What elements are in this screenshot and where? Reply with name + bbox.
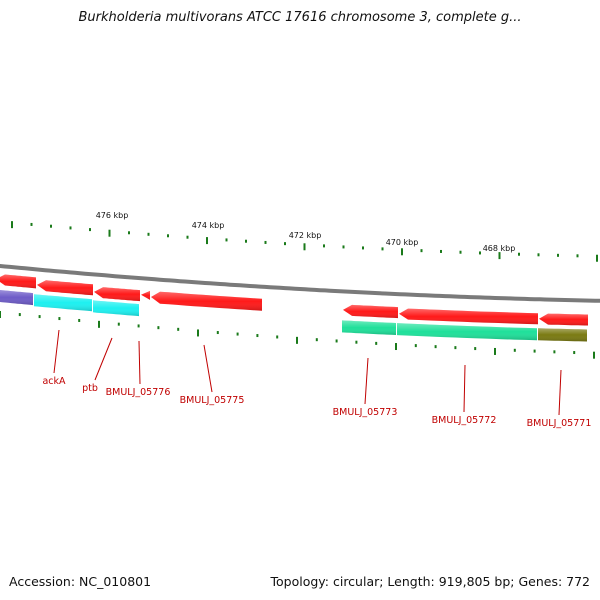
gene-labels: ackA ptb BMULJ_05776 BMULJ_05775 BMULJ_05773… [42, 329, 592, 429]
gene-leader-line [94, 337, 113, 381]
gene-label[interactable]: ackA [42, 376, 66, 387]
gene-label[interactable]: BMULJ_05771 [527, 418, 592, 429]
kbp-label: 470 kbp [386, 238, 419, 247]
gene-shading [34, 294, 92, 312]
gene-leader-line [138, 340, 141, 385]
gene-leader-line [203, 344, 213, 393]
gene-label[interactable]: BMULJ_05773 [333, 407, 398, 418]
kbp-label: 476 kbp [96, 211, 129, 220]
gene-leader-line [364, 357, 369, 405]
outer-tick-marks [11, 221, 598, 262]
kbp-labels: 476 kbp 474 kbp 472 kbp 470 kbp 468 kbp [96, 211, 516, 253]
kbp-label: 468 kbp [483, 244, 516, 253]
chromosome-backbone [0, 263, 600, 303]
gene-shading [0, 274, 36, 289]
gene-label[interactable]: BMULJ_05772 [432, 415, 497, 426]
gene-leader-line [558, 369, 562, 416]
gene-shading [399, 308, 538, 325]
genome-summary-text: Topology: circular; Length: 919,805 bp; … [270, 574, 591, 589]
gene-shading [37, 280, 93, 296]
gene-leader-line [463, 364, 466, 413]
kbp-label: 472 kbp [289, 231, 322, 240]
gene-features [0, 274, 588, 342]
kbp-label: 474 kbp [192, 221, 225, 230]
gene-shading [538, 328, 587, 342]
gene-shading [151, 291, 262, 311]
gene-label[interactable]: BMULJ_05776 [106, 387, 171, 398]
gene-leader-line [53, 329, 60, 374]
map-title: Burkholderia multivorans ATCC 17616 chro… [78, 10, 522, 25]
gene-shading [539, 313, 588, 326]
gene-shading [93, 300, 139, 317]
gene-shading [343, 304, 398, 319]
gene-shading [0, 289, 33, 306]
gene-label[interactable]: BMULJ_05775 [180, 395, 245, 406]
gene-shading [94, 287, 140, 302]
accession-text: Accession: NC_010801 [9, 574, 152, 589]
gene-shading [141, 290, 150, 300]
inner-tick-marks [0, 311, 595, 359]
gene-shading [342, 320, 396, 335]
gene-shading [397, 323, 537, 341]
gene-label[interactable]: ptb [82, 383, 98, 394]
